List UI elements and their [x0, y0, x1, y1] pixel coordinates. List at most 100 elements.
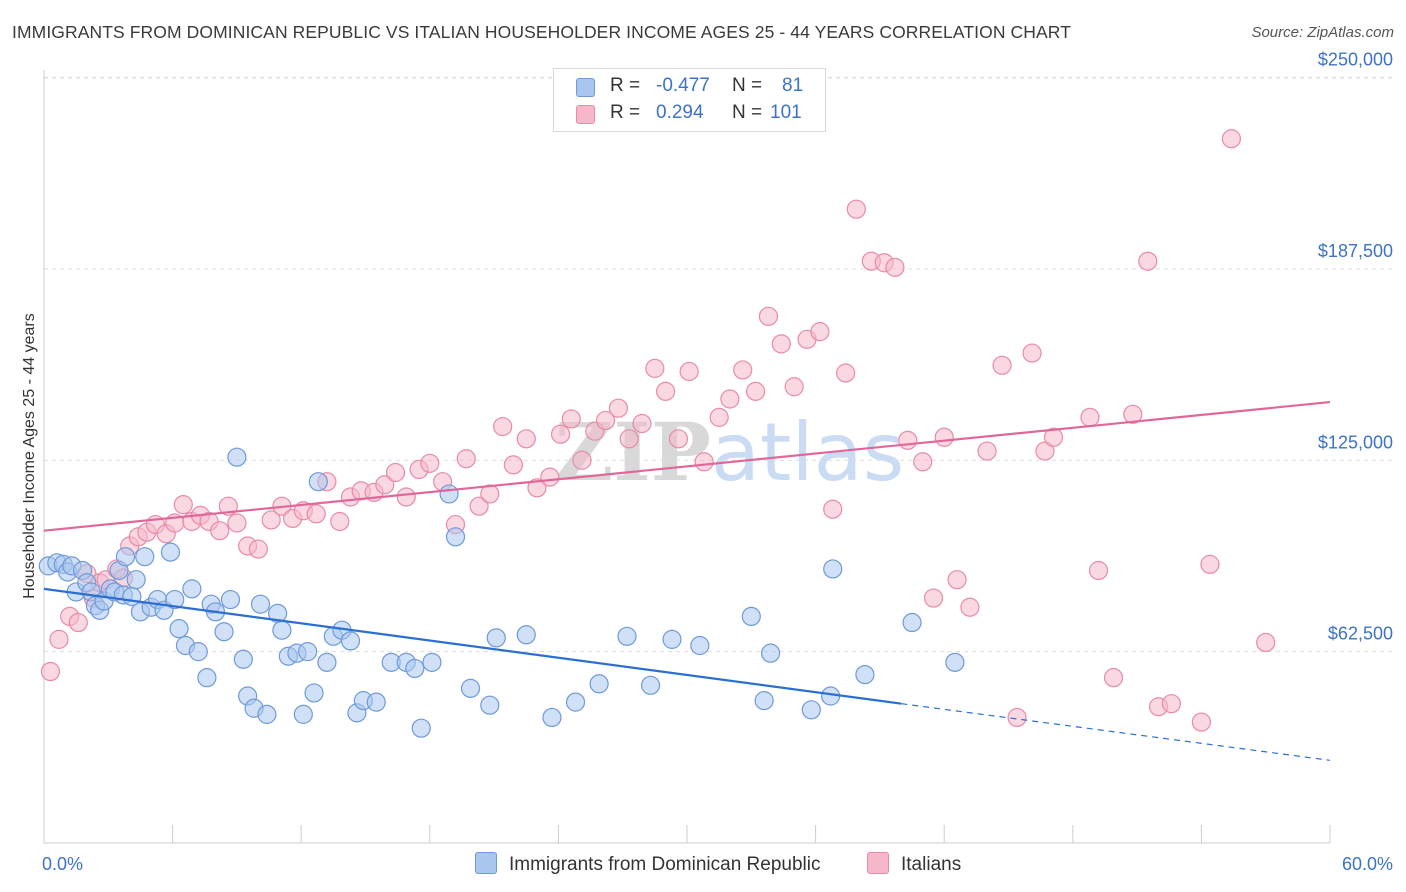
- dominican-point: [308, 472, 328, 492]
- x-tick-label-max: 60.0%: [1342, 854, 1393, 874]
- legend-swatch-blue: [576, 78, 595, 97]
- italians-point: [898, 430, 918, 450]
- italians-point: [1256, 632, 1276, 653]
- dominican-point: [823, 559, 843, 579]
- dominican-point: [690, 635, 710, 656]
- trend-lines: [43, 400, 1331, 761]
- italians-point: [709, 407, 729, 427]
- dominican-point: [250, 594, 271, 614]
- italians-point: [420, 453, 440, 473]
- dominican-point: [233, 649, 253, 669]
- dominican-point: [516, 625, 536, 645]
- dominican-point: [220, 589, 241, 610]
- bottom-legend-italians: Italians: [867, 852, 961, 876]
- legend-box: R = -0.477 N = 81 R = 0.294 N = 101: [553, 68, 826, 132]
- dominican-point: [298, 642, 318, 662]
- dominican-point: [480, 695, 500, 715]
- dominican-point: [542, 707, 562, 728]
- italians-point: [248, 539, 268, 559]
- italians-point: [1191, 712, 1212, 732]
- bottom-legend-label: Italians: [901, 854, 962, 875]
- dominican-point: [160, 542, 181, 562]
- italians-point: [1022, 343, 1042, 363]
- italians-point: [330, 511, 350, 532]
- grid: [44, 77, 1395, 653]
- bottom-legend-swatch-pink: [867, 852, 889, 874]
- dominican-point: [640, 675, 661, 695]
- legend-r-value: -0.477: [656, 75, 710, 96]
- italians-point: [227, 513, 247, 533]
- dominican-point: [135, 547, 155, 567]
- dominican-point: [411, 718, 431, 738]
- italians-point: [572, 450, 592, 470]
- dominican-point: [188, 642, 208, 662]
- legend-r-value: 0.294: [656, 102, 704, 123]
- bottom-legend-swatch-blue: [475, 852, 497, 874]
- italians-point: [1161, 694, 1181, 714]
- italians-point: [1138, 251, 1158, 271]
- legend-n-value: 101: [770, 102, 802, 123]
- dominican-point: [855, 664, 875, 685]
- dominican-point: [486, 628, 506, 648]
- dominican-point: [405, 658, 425, 679]
- italians-point: [977, 441, 997, 461]
- italians-point: [469, 496, 489, 516]
- bottom-legend-label: Immigrants from Dominican Republic: [509, 854, 821, 875]
- legend-r-label: R =: [610, 75, 641, 96]
- italians-point: [550, 424, 571, 444]
- y-axis-label: Householder Income Ages 25 - 44 years: [21, 313, 38, 599]
- italians-point: [40, 661, 61, 682]
- dominican-point: [760, 643, 781, 663]
- dominican-point: [439, 484, 459, 504]
- italians-point: [655, 381, 676, 401]
- italians-point: [608, 398, 629, 418]
- italians-point: [480, 484, 500, 504]
- italians-point: [68, 612, 88, 633]
- dominican-point: [662, 629, 682, 649]
- italians-point: [173, 495, 193, 515]
- y-tick-label: $250,000: [1318, 50, 1393, 70]
- dominican-point: [754, 691, 774, 711]
- italians-point: [503, 455, 523, 475]
- italians-point: [771, 334, 791, 354]
- dominican-point: [565, 692, 586, 712]
- italians-point: [1007, 707, 1027, 728]
- italians-point: [720, 389, 740, 409]
- legend-n-value: 81: [782, 75, 804, 96]
- italians-point: [210, 521, 230, 541]
- italians-point: [1123, 404, 1143, 424]
- x-tick-label-min: 0.0%: [42, 854, 83, 874]
- legend-n-label: N =: [732, 102, 763, 123]
- italians-point: [218, 496, 238, 516]
- italians-point: [540, 467, 560, 487]
- italians-point: [1221, 129, 1242, 149]
- italians-trend-line: [43, 400, 1331, 532]
- italians-point: [784, 377, 804, 397]
- italians-point: [934, 427, 954, 447]
- italians-point: [493, 416, 513, 437]
- italians-point: [1043, 427, 1064, 447]
- italians-point: [375, 475, 395, 495]
- italians-point: [1088, 560, 1109, 581]
- italians-point: [758, 306, 779, 326]
- italians-point: [694, 452, 714, 472]
- dominican-point: [169, 619, 189, 639]
- y-tick-label: $187,500: [1318, 241, 1393, 261]
- dominican-point: [422, 652, 442, 672]
- dominican-point: [340, 631, 361, 651]
- italians-point: [923, 588, 944, 608]
- watermark-atlas: atlas: [710, 406, 905, 499]
- italians-point: [1200, 554, 1220, 574]
- dominican-trend-line: [43, 587, 902, 705]
- italians-point: [49, 629, 69, 649]
- italians-point: [846, 199, 866, 219]
- italians-point: [456, 449, 476, 469]
- bottom-legend-dominican: Immigrants from Dominican Republic: [475, 852, 821, 876]
- italians-point: [836, 363, 856, 383]
- y-tick-label: $62,500: [1328, 624, 1393, 644]
- italians-point: [396, 487, 416, 507]
- italians-point: [261, 510, 281, 530]
- italians-point: [823, 499, 843, 519]
- dominican-point: [197, 668, 217, 688]
- italians-point: [733, 360, 753, 380]
